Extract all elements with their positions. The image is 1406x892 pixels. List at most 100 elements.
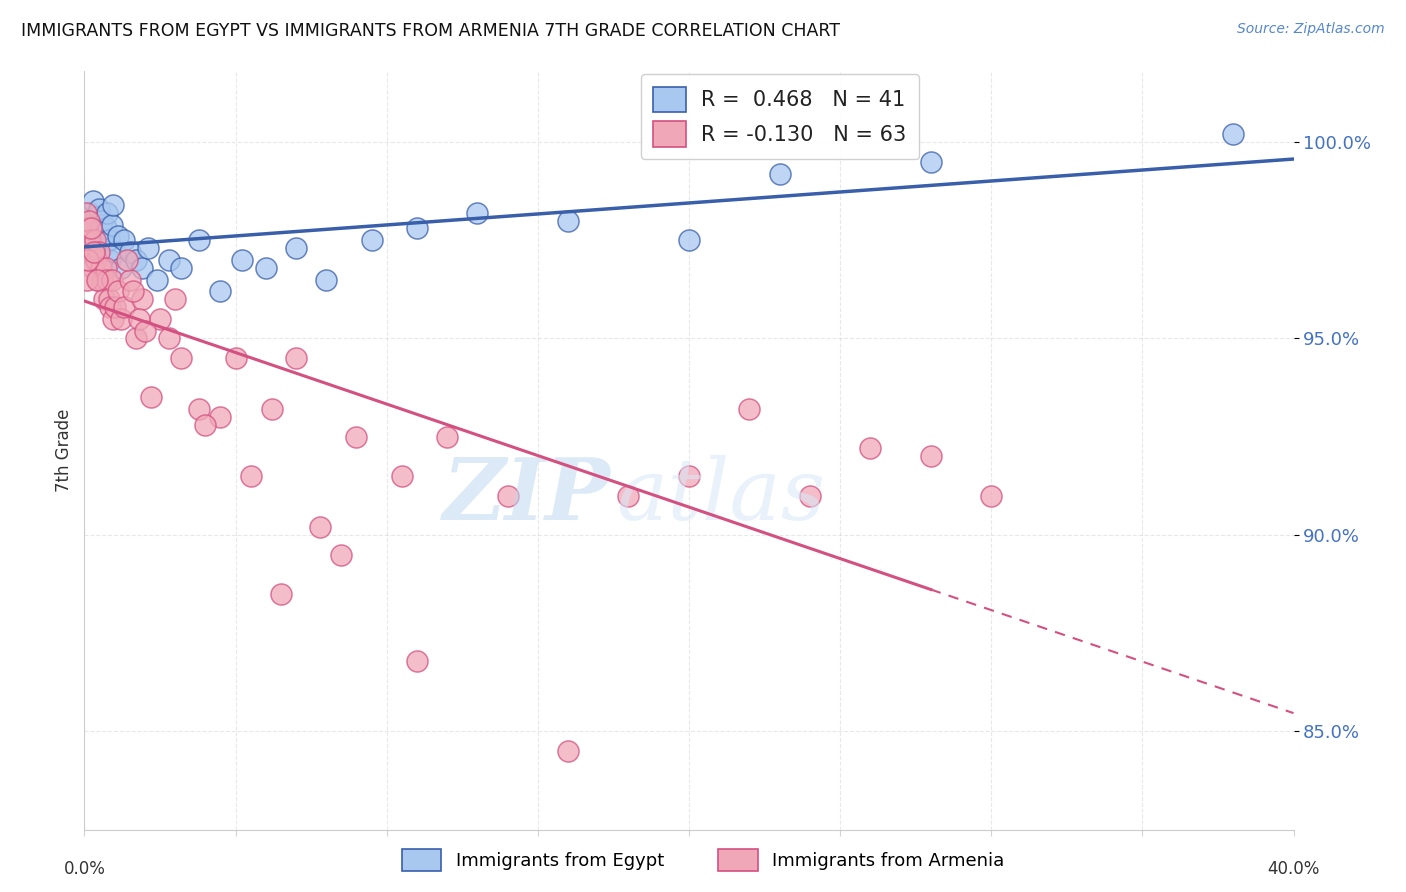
Point — [100, 272, 122, 286]
Point — [104, 300, 127, 314]
Point — [194, 417, 217, 432]
Y-axis label: 7th Grade: 7th Grade — [55, 409, 73, 492]
Point — [157, 252, 180, 267]
Point — [436, 430, 458, 444]
Point — [107, 285, 129, 299]
Point — [101, 311, 124, 326]
Point — [86, 210, 108, 224]
Point — [98, 300, 121, 314]
Point — [285, 241, 308, 255]
Point — [80, 221, 103, 235]
Point — [104, 245, 127, 260]
Point — [125, 252, 148, 267]
Text: Source: ZipAtlas.com: Source: ZipAtlas.com — [1237, 22, 1385, 37]
Point — [136, 241, 159, 255]
Point — [87, 272, 110, 286]
Point — [97, 292, 120, 306]
Point — [738, 402, 761, 417]
Text: IMMIGRANTS FROM EGYPT VS IMMIGRANTS FROM ARMENIA 7TH GRADE CORRELATION CHART: IMMIGRANTS FROM EGYPT VS IMMIGRANTS FROM… — [21, 22, 841, 40]
Point — [91, 272, 114, 286]
Point — [96, 272, 118, 286]
Point — [76, 272, 98, 286]
Point — [139, 391, 162, 405]
Point — [157, 331, 180, 345]
Point — [467, 206, 489, 220]
Point — [77, 213, 100, 227]
Point — [209, 285, 232, 299]
Point — [84, 233, 107, 247]
Point — [678, 233, 700, 247]
Point — [360, 233, 382, 247]
Point — [239, 469, 262, 483]
Point — [110, 311, 132, 326]
Point — [118, 245, 141, 260]
Legend: Immigrants from Egypt, Immigrants from Armenia: Immigrants from Egypt, Immigrants from A… — [394, 842, 1012, 879]
Text: atlas: atlas — [616, 455, 825, 537]
Point — [920, 450, 942, 464]
Point — [270, 587, 292, 601]
Point — [170, 260, 193, 275]
Point — [82, 260, 104, 275]
Point — [80, 221, 103, 235]
Point — [165, 292, 187, 306]
Point — [82, 194, 104, 208]
Text: 0.0%: 0.0% — [63, 860, 105, 878]
Point — [406, 221, 429, 235]
Point — [101, 198, 124, 212]
Point — [678, 469, 700, 483]
Point — [188, 233, 211, 247]
Point — [254, 260, 277, 275]
Point — [98, 252, 121, 267]
Point — [285, 351, 308, 366]
Point — [121, 285, 143, 299]
Point — [118, 272, 141, 286]
Point — [406, 654, 429, 668]
Point — [225, 351, 247, 366]
Point — [89, 202, 111, 216]
Point — [980, 489, 1002, 503]
Point — [146, 272, 169, 286]
Point — [93, 292, 115, 306]
Point — [260, 402, 283, 417]
Text: ZIP: ZIP — [443, 454, 610, 538]
Point — [87, 229, 110, 244]
Point — [90, 218, 112, 232]
Point — [110, 260, 132, 275]
Point — [557, 213, 579, 227]
Point — [75, 206, 97, 220]
Point — [330, 548, 353, 562]
Point — [799, 489, 821, 503]
Point — [86, 272, 108, 286]
Point — [94, 260, 117, 275]
Point — [188, 402, 211, 417]
Point — [617, 489, 640, 503]
Point — [112, 300, 135, 314]
Point — [77, 233, 100, 247]
Legend: R =  0.468   N = 41, R = -0.130   N = 63: R = 0.468 N = 41, R = -0.130 N = 63 — [641, 74, 918, 160]
Point — [149, 311, 172, 326]
Point — [920, 154, 942, 169]
Point — [391, 469, 413, 483]
Point — [231, 252, 253, 267]
Point — [83, 245, 105, 260]
Point — [209, 410, 232, 425]
Point — [859, 442, 882, 456]
Point — [100, 218, 122, 232]
Point — [346, 430, 368, 444]
Point — [131, 260, 153, 275]
Point — [496, 489, 519, 503]
Point — [1222, 127, 1244, 141]
Point — [77, 252, 100, 267]
Point — [97, 233, 120, 247]
Point — [315, 272, 337, 286]
Point — [112, 233, 135, 247]
Point — [79, 233, 101, 247]
Point — [557, 744, 579, 758]
Point — [134, 324, 156, 338]
Point — [93, 237, 115, 252]
Point — [79, 206, 101, 220]
Point — [170, 351, 193, 366]
Point — [128, 311, 150, 326]
Point — [115, 252, 138, 267]
Point — [86, 252, 108, 267]
